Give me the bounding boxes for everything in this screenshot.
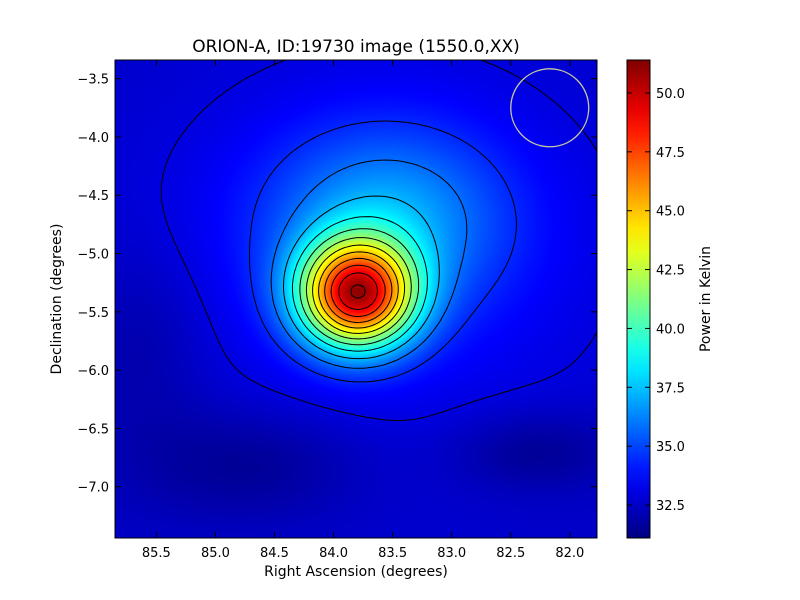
plot-area (114, 59, 598, 539)
x-tick-label: 83.5 (378, 546, 407, 561)
y-tick-label: −7.0 (77, 481, 109, 496)
contour-level-2 (249, 120, 517, 383)
contour-level-7 (305, 237, 412, 340)
chart-title: ORION-A, ID:19730 image (1550.0,XX) (192, 37, 520, 57)
x-axis-label: Right Ascension (degrees) (264, 564, 448, 580)
colorbar-gradient (626, 59, 651, 539)
colorbar-tick-label: 50.0 (656, 87, 685, 102)
contour-level-8 (312, 244, 406, 334)
x-tick-label: 84.5 (260, 546, 289, 561)
colorbar-ticks: 32.5 35.0 37.5 40.0 42.5 45.0 47.5 50.0 (627, 87, 685, 514)
y-axis-label: Declination (degrees) (49, 224, 65, 375)
y-tick-label: −5.5 (77, 306, 109, 321)
colorbar: 32.5 35.0 37.5 40.0 42.5 45.0 47.5 50.0 Power i… (626, 59, 714, 539)
x-tick-label: 82.0 (555, 546, 584, 561)
contour-level-13 (350, 284, 366, 299)
colorbar-tick-label: 37.5 (656, 381, 685, 396)
plot-frame (114, 59, 598, 539)
x-tick-label: 85.5 (142, 546, 171, 561)
contour-level-9 (318, 251, 399, 329)
contour-level-3 (270, 159, 468, 369)
x-axis-ticks: 85.5 85.0 84.5 84.0 83.5 83.0 82.5 82.0 (142, 60, 584, 561)
y-axis-ticks: −3.5 −4.0 −4.5 −5.0 −5.5 −6.0 −6.5 −7.0 (77, 73, 597, 496)
beam-ring (510, 68, 590, 148)
beam-circle (510, 68, 590, 148)
y-tick-label: −6.0 (77, 364, 109, 379)
contour-level-4 (283, 195, 440, 360)
y-tick-label: −4.0 (77, 131, 109, 146)
contour-level-12 (338, 272, 378, 310)
colorbar-tick-label: 47.5 (656, 146, 685, 161)
y-tick-label: −4.5 (77, 189, 109, 204)
heatmap-image (115, 60, 597, 538)
x-tick-label: 82.5 (496, 546, 525, 561)
x-tick-label: 83.0 (437, 546, 466, 561)
x-tick-label: 85.0 (201, 546, 230, 561)
colorbar-tick-label: 32.5 (656, 499, 685, 514)
contour-level-6 (299, 228, 420, 346)
contour-level-5 (291, 216, 428, 352)
contour-lines (160, 60, 597, 421)
contour-level-1 (160, 60, 597, 421)
colorbar-tick-label: 45.0 (656, 205, 685, 220)
x-tick-label: 84.0 (319, 546, 348, 561)
colorbar-label: Power in Kelvin (698, 246, 714, 352)
contour-level-11 (330, 264, 386, 317)
colorbar-tick-label: 40.0 (656, 322, 685, 337)
colorbar-tick-label: 35.0 (656, 440, 685, 455)
y-tick-label: −5.0 (77, 248, 109, 263)
y-tick-label: −6.5 (77, 422, 109, 437)
y-tick-label: −3.5 (77, 73, 109, 88)
contour-level-10 (324, 257, 393, 323)
colorbar-tick-label: 42.5 (656, 264, 685, 279)
